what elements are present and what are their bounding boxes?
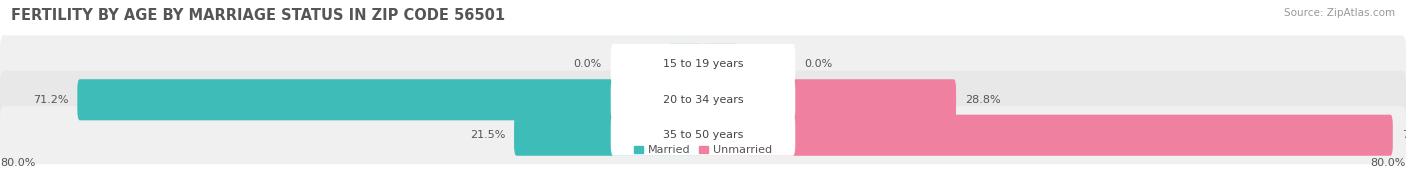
FancyBboxPatch shape xyxy=(610,44,796,85)
FancyBboxPatch shape xyxy=(0,35,1406,93)
FancyBboxPatch shape xyxy=(610,79,796,120)
Text: 35 to 50 years: 35 to 50 years xyxy=(662,130,744,140)
Text: 71.2%: 71.2% xyxy=(34,95,69,105)
FancyBboxPatch shape xyxy=(703,79,956,120)
FancyBboxPatch shape xyxy=(668,44,703,85)
Text: 0.0%: 0.0% xyxy=(574,59,602,69)
Text: 80.0%: 80.0% xyxy=(0,158,35,168)
Text: 20 to 34 years: 20 to 34 years xyxy=(662,95,744,105)
Text: 21.5%: 21.5% xyxy=(470,130,505,140)
FancyBboxPatch shape xyxy=(77,79,703,120)
Text: 28.8%: 28.8% xyxy=(965,95,1001,105)
FancyBboxPatch shape xyxy=(515,115,703,156)
Text: 78.5%: 78.5% xyxy=(1402,130,1406,140)
Text: FERTILITY BY AGE BY MARRIAGE STATUS IN ZIP CODE 56501: FERTILITY BY AGE BY MARRIAGE STATUS IN Z… xyxy=(11,8,505,23)
FancyBboxPatch shape xyxy=(0,106,1406,164)
Text: 0.0%: 0.0% xyxy=(804,59,832,69)
FancyBboxPatch shape xyxy=(610,115,796,156)
Text: 80.0%: 80.0% xyxy=(1371,158,1406,168)
Text: 15 to 19 years: 15 to 19 years xyxy=(662,59,744,69)
Legend: Married, Unmarried: Married, Unmarried xyxy=(630,141,776,160)
FancyBboxPatch shape xyxy=(703,115,1393,156)
FancyBboxPatch shape xyxy=(0,71,1406,129)
Text: Source: ZipAtlas.com: Source: ZipAtlas.com xyxy=(1284,8,1395,18)
FancyBboxPatch shape xyxy=(703,44,738,85)
